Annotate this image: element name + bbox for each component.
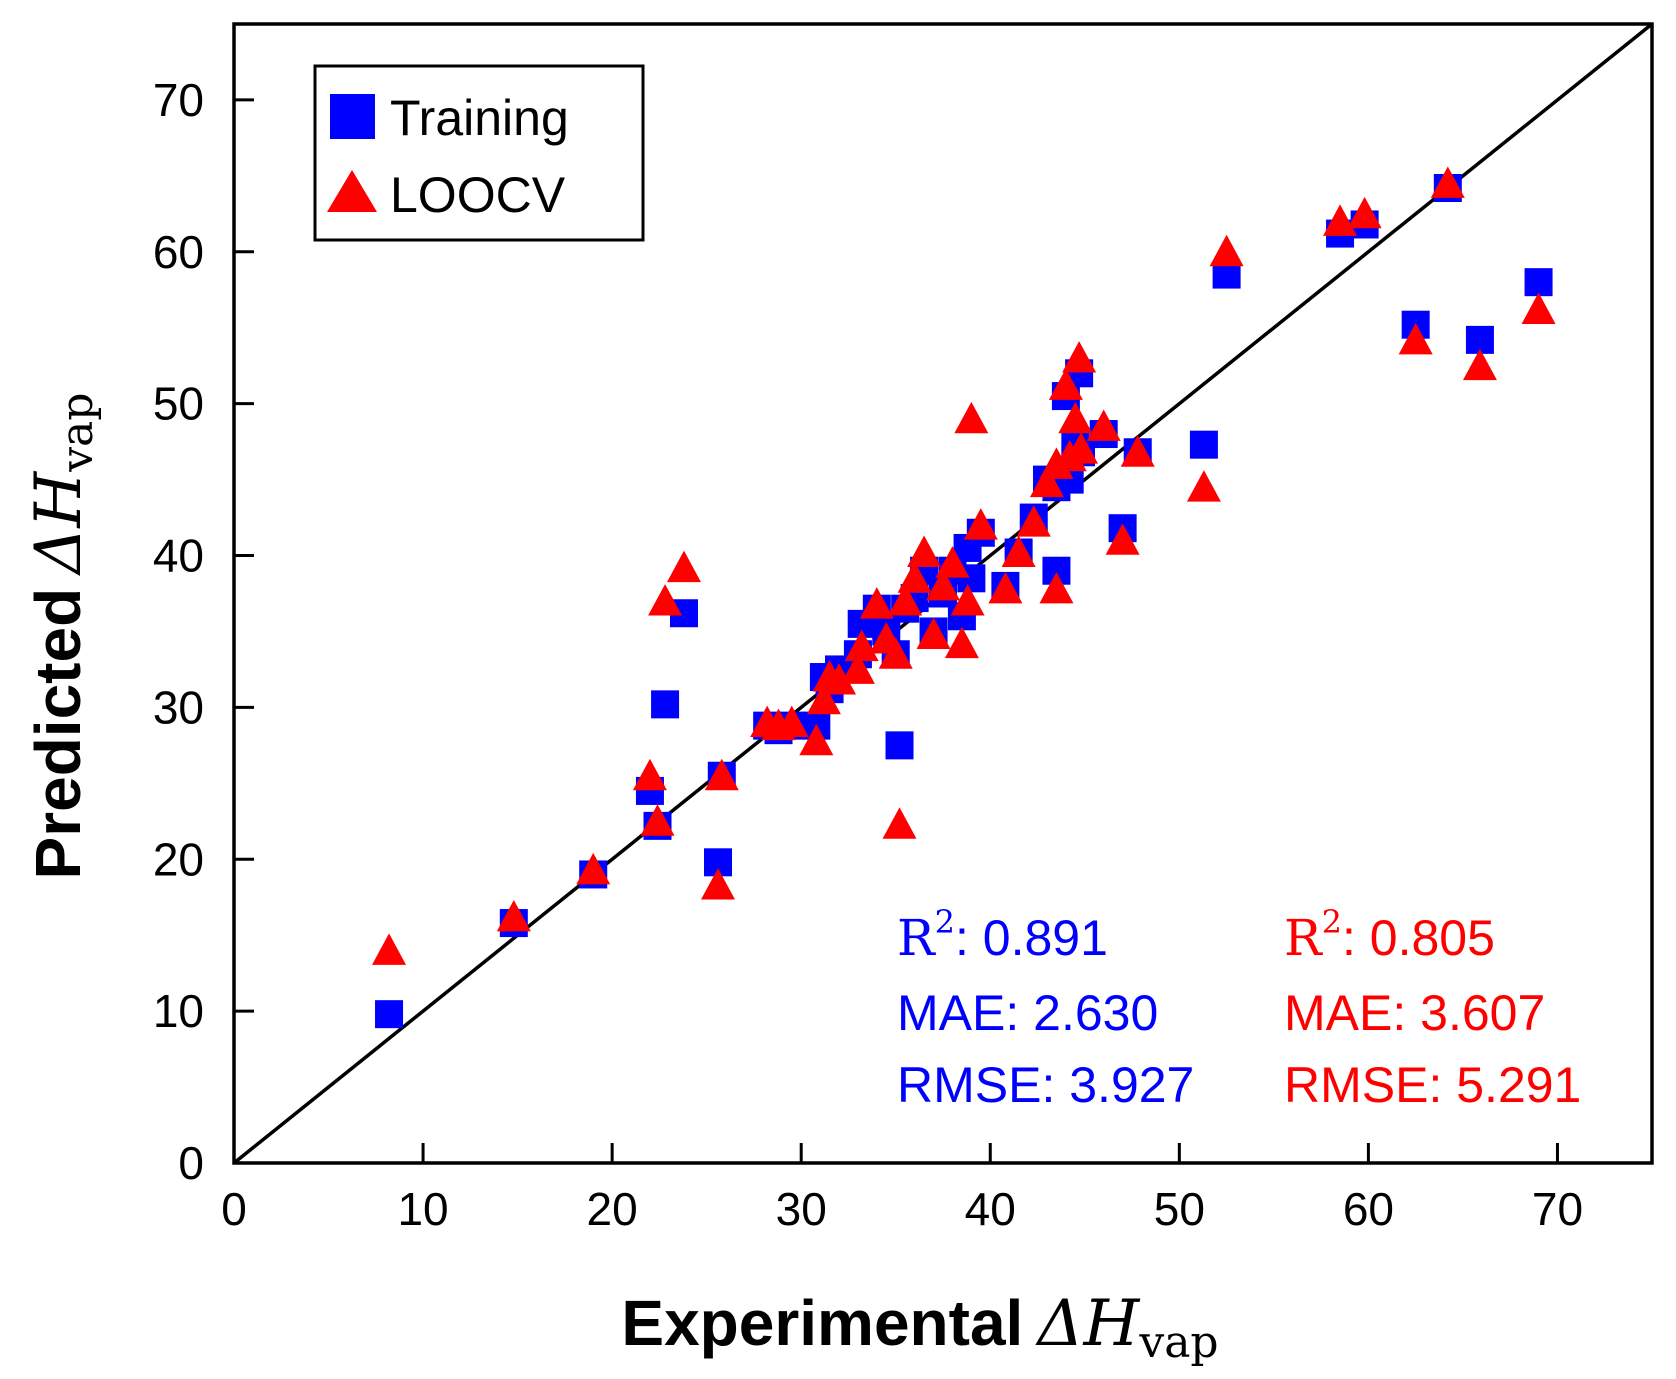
x-axis-title-subscript: vap [1138, 1317, 1218, 1368]
loocv-point [1209, 234, 1244, 267]
legend-training-marker [330, 94, 375, 139]
loocv-point [897, 561, 932, 593]
loocv-point [1521, 292, 1556, 324]
x-axis-title-symbol: ΔH [1034, 1287, 1140, 1361]
training-r2-value: : 0.891 [955, 910, 1108, 966]
loocv-point [806, 682, 841, 715]
training-point [651, 690, 680, 719]
loocv-point [1105, 523, 1140, 555]
training-point [1189, 430, 1218, 459]
loocv-r2-symbol: R [1284, 909, 1323, 967]
legend-loocv-marker [327, 170, 377, 212]
loocv-point [1398, 322, 1433, 355]
x-axis-title: Experimental ΔHvap [621, 1287, 1218, 1368]
loocv-point [632, 758, 667, 791]
loocv-point [372, 933, 407, 965]
loocv-point [1120, 435, 1155, 467]
tick-layer: 0 10 20 30 40 50 60 70 0 10 20 30 40 50 60 70 [153, 74, 1583, 1235]
training-rmse: RMSE: 3.927 [897, 1057, 1194, 1113]
loocv-point [666, 550, 701, 583]
loocv-point [701, 868, 736, 900]
data-points [372, 166, 1556, 1029]
loocv-point [704, 758, 739, 791]
loocv-point [576, 852, 611, 885]
loocv-point [1016, 505, 1051, 537]
loocv-point [822, 663, 857, 695]
x-tick-label: 60 [1343, 1183, 1394, 1235]
loocv-r2: R2: 0.805 [1284, 903, 1495, 967]
loocv-point [888, 584, 923, 616]
legend-loocv-label: LOOCV [390, 167, 566, 223]
training-mae: MAE: 2.630 [897, 985, 1158, 1041]
loocv-point [1086, 409, 1121, 441]
loocv-point [954, 401, 989, 434]
x-tick-label: 70 [1532, 1183, 1583, 1235]
x-tick-label: 0 [221, 1183, 247, 1235]
loocv-rmse: RMSE: 5.291 [1284, 1057, 1581, 1113]
y-tick-label: 70 [153, 74, 204, 126]
loocv-point [926, 568, 960, 601]
training-point [375, 1000, 404, 1029]
metrics-training: R2: 0.891 MAE: 2.630 RMSE: 3.927 [897, 903, 1194, 1113]
training-r2: R2: 0.891 [897, 903, 1108, 967]
legend-training-label: Training [390, 90, 569, 146]
y-axis-title-text: Predicted [22, 588, 94, 880]
training-point [885, 731, 914, 760]
y-tick-label: 50 [153, 378, 204, 430]
x-tick-label: 40 [965, 1183, 1016, 1235]
training-r2-sup: 2 [935, 903, 955, 941]
loocv-point [963, 508, 998, 540]
loocv-point [1347, 196, 1382, 229]
x-axis-title-text: Experimental [621, 1287, 1023, 1359]
loocv-point [1039, 571, 1074, 604]
y-axis-title-symbol: ΔH [22, 471, 96, 577]
loocv-point [882, 807, 917, 839]
y-tick-label: 40 [153, 530, 204, 582]
y-tick-label: 30 [153, 681, 204, 733]
loocv-point [1186, 470, 1221, 502]
loocv-point [799, 723, 834, 756]
loocv-point [1001, 535, 1036, 567]
loocv-point [648, 584, 683, 616]
loocv-point [1062, 341, 1097, 373]
metrics-loocv: R2: 0.805 MAE: 3.607 RMSE: 5.291 [1284, 903, 1581, 1113]
loocv-point [1462, 348, 1497, 381]
y-axis-title-subscript: vap [52, 393, 103, 473]
x-tick-label: 10 [397, 1183, 448, 1235]
loocv-point [859, 587, 894, 619]
loocv-point [1048, 368, 1083, 400]
y-axis-title: Predicted ΔHvap [22, 393, 103, 880]
loocv-point [1058, 401, 1093, 434]
y-tick-label: 0 [178, 1137, 204, 1189]
loocv-point [1029, 465, 1064, 498]
loocv-point [916, 617, 951, 649]
y-tick-label: 10 [153, 985, 204, 1037]
legend: Training LOOCV [313, 64, 645, 242]
training-r2-symbol: R [897, 909, 936, 967]
x-tick-label: 20 [587, 1183, 638, 1235]
loocv-point [1064, 432, 1099, 464]
loocv-point [496, 899, 531, 932]
x-tick-label: 30 [776, 1183, 827, 1235]
loocv-point [950, 584, 985, 616]
loocv-point [935, 546, 970, 578]
y-tick-label: 60 [153, 226, 204, 278]
loocv-point [944, 626, 979, 659]
y-tick-label: 20 [153, 833, 204, 885]
training-point [1524, 268, 1553, 297]
loocv-point [988, 571, 1023, 604]
loocv-point [1430, 166, 1465, 198]
loocv-point [907, 535, 942, 567]
loocv-r2-value: : 0.805 [1342, 910, 1495, 966]
loocv-point [774, 705, 809, 738]
loocv-point [878, 637, 913, 669]
x-tick-label: 50 [1154, 1183, 1205, 1235]
plot-frame [232, 22, 1654, 1165]
loocv-r2-sup: 2 [1322, 903, 1342, 941]
loocv-point [840, 652, 875, 684]
loocv-point [640, 804, 675, 836]
loocv-mae: MAE: 3.607 [1284, 985, 1545, 1041]
